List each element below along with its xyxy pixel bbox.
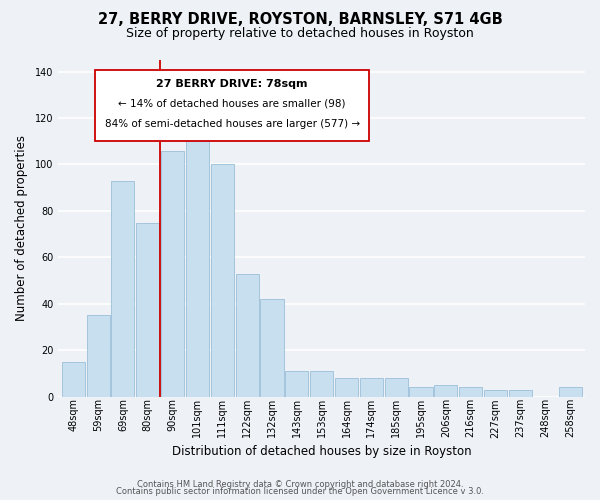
Text: Contains public sector information licensed under the Open Government Licence v : Contains public sector information licen… bbox=[116, 487, 484, 496]
Bar bbox=[509, 390, 532, 396]
Bar bbox=[409, 388, 433, 396]
Bar bbox=[186, 134, 209, 396]
Text: Size of property relative to detached houses in Royston: Size of property relative to detached ho… bbox=[126, 28, 474, 40]
Text: ← 14% of detached houses are smaller (98): ← 14% of detached houses are smaller (98… bbox=[118, 98, 346, 108]
Bar bbox=[112, 180, 134, 396]
Text: Contains HM Land Registry data © Crown copyright and database right 2024.: Contains HM Land Registry data © Crown c… bbox=[137, 480, 463, 489]
Bar bbox=[360, 378, 383, 396]
Bar bbox=[211, 164, 234, 396]
Text: 27, BERRY DRIVE, ROYSTON, BARNSLEY, S71 4GB: 27, BERRY DRIVE, ROYSTON, BARNSLEY, S71 … bbox=[98, 12, 502, 28]
Bar bbox=[335, 378, 358, 396]
Bar bbox=[285, 371, 308, 396]
FancyBboxPatch shape bbox=[95, 70, 369, 141]
Bar bbox=[310, 371, 333, 396]
Bar bbox=[559, 388, 581, 396]
X-axis label: Distribution of detached houses by size in Royston: Distribution of detached houses by size … bbox=[172, 444, 472, 458]
Text: 27 BERRY DRIVE: 78sqm: 27 BERRY DRIVE: 78sqm bbox=[157, 78, 308, 88]
Bar bbox=[62, 362, 85, 396]
Bar bbox=[459, 388, 482, 396]
Bar bbox=[86, 316, 110, 396]
Bar bbox=[161, 150, 184, 396]
Bar bbox=[136, 222, 159, 396]
Bar bbox=[260, 299, 284, 396]
Y-axis label: Number of detached properties: Number of detached properties bbox=[15, 136, 28, 322]
Bar bbox=[236, 274, 259, 396]
Text: 84% of semi-detached houses are larger (577) →: 84% of semi-detached houses are larger (… bbox=[104, 119, 359, 129]
Bar bbox=[484, 390, 507, 396]
Bar bbox=[385, 378, 408, 396]
Bar bbox=[434, 385, 457, 396]
